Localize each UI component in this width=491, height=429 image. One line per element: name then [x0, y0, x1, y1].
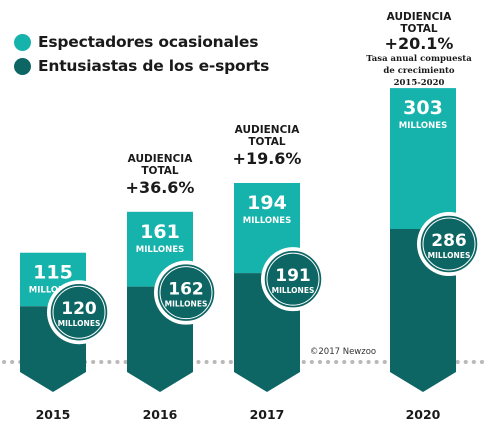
badge-2016 — [156, 262, 216, 323]
legend-swatch-casual — [14, 33, 31, 51]
unit-label-casual-2020: MILLONES — [399, 121, 447, 131]
badge-2020 — [419, 214, 479, 274]
unit-label-enthusiasts-2015: MILLONES — [58, 319, 101, 328]
growth-note-2: 2015-2020 — [394, 78, 445, 88]
unit-label-casual-2016: MILLONES — [136, 245, 184, 255]
value-label-casual-2020: 303 — [403, 97, 443, 119]
bar-casual-2020 — [390, 88, 456, 230]
value-label-casual-2017: 194 — [247, 192, 287, 214]
x-tick-label-2017: 2017 — [250, 407, 285, 422]
value-label-casual-2015: 115 — [33, 262, 73, 284]
badge-2015 — [49, 282, 109, 342]
audience-label-total-2016: TOTAL — [141, 165, 179, 177]
value-label-enthusiasts-2016: 162 — [168, 280, 204, 300]
legend-label-casual: Espectadores ocasionales — [38, 33, 259, 51]
x-tick-label-2015: 2015 — [36, 407, 71, 422]
badge-inner-ring-2020 — [422, 217, 476, 271]
audience-label-total-2020: TOTAL — [400, 23, 438, 35]
audience-growth-2020: +20.1% — [385, 34, 454, 53]
badge-inner-ring-2015 — [52, 285, 106, 339]
growth-note-1: de crecimiento — [383, 66, 455, 76]
value-label-casual-2016: 161 — [140, 221, 180, 243]
unit-label-casual-2015: MILLONES — [29, 286, 77, 296]
credit-label: ©2017 Newzoo — [310, 347, 376, 357]
audience-growth-2017: +19.6% — [233, 149, 302, 168]
legend-swatch-enthusiasts — [14, 57, 31, 75]
unit-label-casual-2017: MILLONES — [243, 216, 291, 226]
badge-inner-ring-2017 — [266, 252, 320, 306]
x-tick-label-2016: 2016 — [143, 407, 178, 422]
legend-label-enthusiasts: Entusiastas de los e-sports — [38, 57, 270, 75]
legend-item-casual: Espectadores ocasionales — [14, 30, 269, 54]
unit-label-enthusiasts-2017: MILLONES — [272, 286, 315, 295]
unit-label-enthusiasts-2020: MILLONES — [428, 251, 471, 260]
unit-label-enthusiasts-2016: MILLONES — [165, 300, 208, 309]
audience-label-2016: AUDIENCIA — [128, 153, 194, 165]
growth-note-0: Tasa anual compuesta — [366, 54, 472, 64]
legend-item-enthusiasts: Entusiastas de los e-sports — [14, 54, 269, 78]
value-label-enthusiasts-2017: 191 — [275, 266, 311, 286]
value-label-enthusiasts-2015: 120 — [61, 299, 97, 319]
audience-label-total-2017: TOTAL — [248, 136, 286, 148]
audience-label-2020: AUDIENCIA — [387, 11, 453, 23]
audience-growth-2016: +36.6% — [126, 178, 195, 197]
legend: Espectadores ocasionales Entusiastas de … — [14, 30, 269, 78]
badge-2017 — [263, 249, 323, 309]
badge-inner-ring-2016 — [159, 266, 213, 320]
value-label-enthusiasts-2020: 286 — [431, 231, 467, 251]
audience-label-2017: AUDIENCIA — [235, 124, 301, 136]
x-tick-label-2020: 2020 — [406, 407, 441, 422]
